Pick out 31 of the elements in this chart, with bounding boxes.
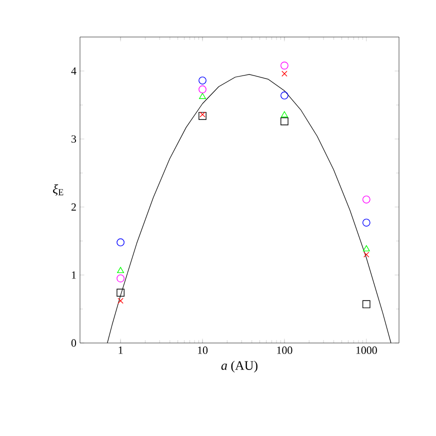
point bbox=[364, 252, 370, 258]
y-tick-label: 1 bbox=[72, 271, 76, 279]
point bbox=[362, 196, 370, 204]
x-tick-label: 1000 bbox=[356, 346, 377, 354]
point bbox=[282, 70, 288, 77]
point bbox=[198, 85, 206, 94]
point bbox=[118, 298, 124, 304]
x-axis-title: a (AU) bbox=[221, 360, 258, 372]
y-tick-label: 0 bbox=[71, 339, 76, 347]
y-tick-label: 3 bbox=[72, 135, 76, 143]
point bbox=[199, 92, 206, 99]
point bbox=[362, 218, 370, 227]
point bbox=[117, 266, 124, 274]
point bbox=[198, 76, 206, 84]
point bbox=[362, 245, 370, 252]
x-tick-label: 10 bbox=[198, 346, 208, 354]
point bbox=[280, 92, 288, 100]
point bbox=[116, 288, 124, 297]
point bbox=[362, 300, 370, 308]
x-tick-label: 100 bbox=[277, 346, 292, 354]
point bbox=[280, 62, 288, 70]
y-axis-title: ξ$_{E}$ bbox=[53, 184, 64, 196]
y-tick-label: 2 bbox=[71, 203, 76, 211]
point bbox=[116, 238, 124, 246]
point bbox=[116, 274, 124, 282]
point bbox=[280, 117, 288, 126]
point bbox=[280, 111, 288, 118]
x-tick-label: 1 bbox=[118, 346, 123, 354]
point bbox=[200, 112, 206, 118]
point bbox=[198, 112, 206, 120]
y-tick-label: 4 bbox=[71, 67, 76, 75]
